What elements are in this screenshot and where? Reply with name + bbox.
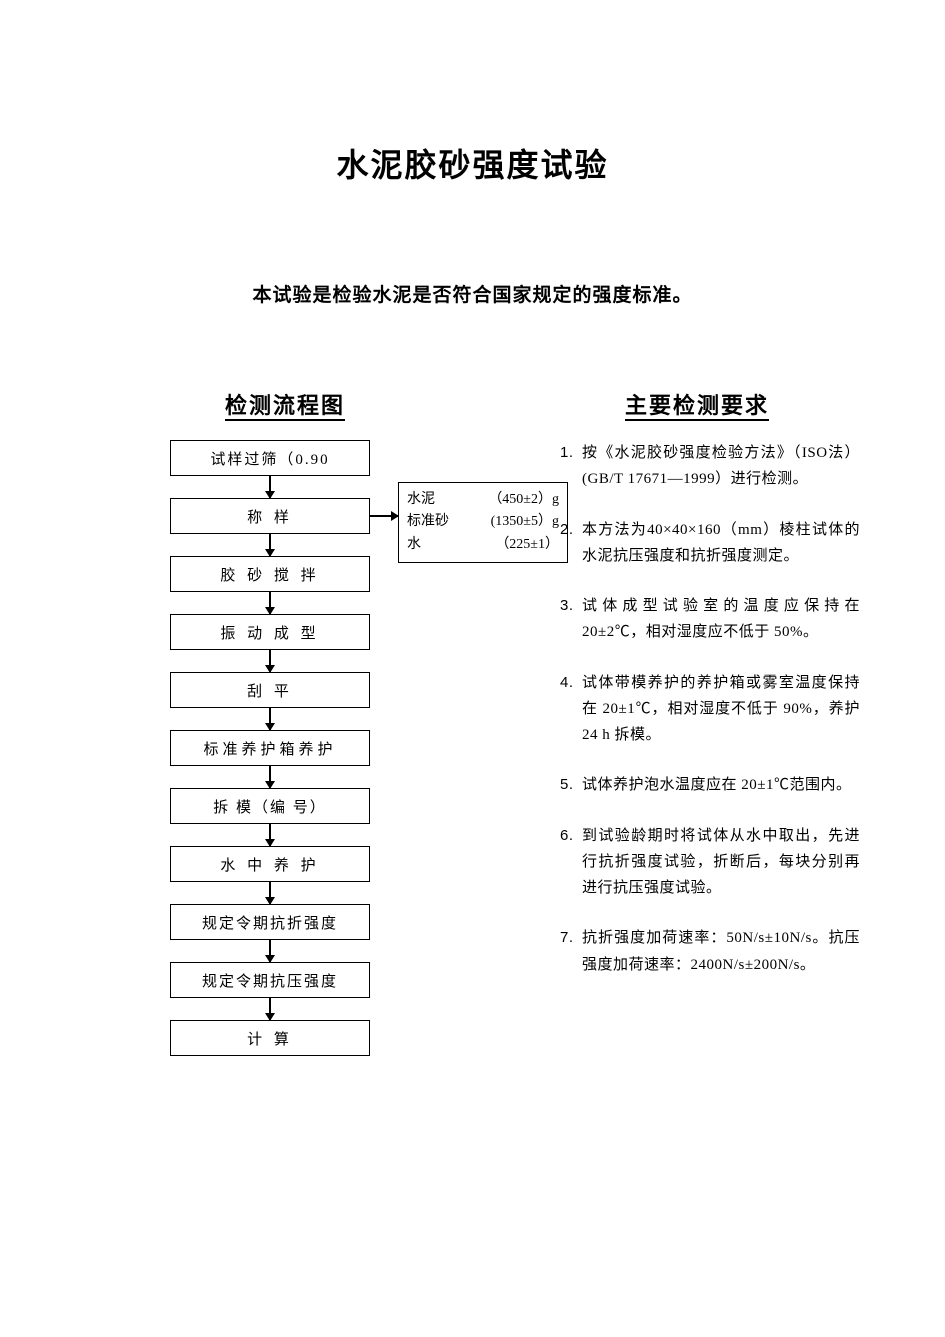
requirement-item: 7.抗折强度加荷速率：50N/s±10N/s。抗压强度加荷速率：2400N/s±… [560,925,860,978]
flow-arrow [269,766,271,788]
flow-arrow [269,592,271,614]
flow-arrow [269,882,271,904]
flow-node: 规定令期抗折强度 [170,904,370,940]
requirement-text: 试体养护泡水温度应在 20±1℃范围内。 [582,772,860,798]
flow-node: 计 算 [170,1020,370,1056]
section-heading-flowchart: 检测流程图 [225,388,345,420]
requirement-text: 到试验龄期时将试体从水中取出，先进行抗折强度试验，折断后，每块分别再进行抗压强度… [582,823,860,902]
flow-node: 标准养护箱养护 [170,730,370,766]
requirement-number: 6. [560,823,582,902]
requirement-item: 4.试体带模养护的养护箱或雾室温度保持在 20±1℃，相对湿度不低于 90%，养… [560,670,860,749]
flow-node: 振 动 成 型 [170,614,370,650]
flow-arrow [269,650,271,672]
requirement-number: 5. [560,772,582,798]
requirement-number: 2. [560,517,582,570]
flow-node: 拆 模（编 号） [170,788,370,824]
requirement-item: 1.按《水泥胶砂强度检验方法》（ISO法）(GB/T 17671—1999）进行… [560,440,860,493]
side-box-value: （225±1） [495,534,559,556]
side-box-label: 标准砂 [407,511,449,533]
requirement-number: 3. [560,593,582,646]
flow-arrow [269,824,271,846]
flow-side-box: 水泥 （450±2）g 标准砂 (1350±5）g 水 （225±1） [398,482,568,563]
section-heading-requirements: 主要检测要求 [625,388,769,420]
requirement-text: 试体带模养护的养护箱或雾室温度保持在 20±1℃，相对湿度不低于 90%，养护 … [582,670,860,749]
requirement-item: 6.到试验龄期时将试体从水中取出，先进行抗折强度试验，折断后，每块分别再进行抗压… [560,823,860,902]
flow-node: 水 中 养 护 [170,846,370,882]
flow-arrow [269,534,271,556]
flow-arrow [269,476,271,498]
requirement-number: 7. [560,925,582,978]
side-box-line: 水泥 （450±2）g [407,489,559,511]
side-box-value: (1350±5）g [491,511,559,533]
side-box-line: 标准砂 (1350±5）g [407,511,559,533]
page-title: 水泥胶砂强度试验 [0,140,945,186]
requirement-text: 按《水泥胶砂强度检验方法》（ISO法）(GB/T 17671—1999）进行检测… [582,440,860,493]
page-subtitle: 本试验是检验水泥是否符合国家规定的强度标准。 [0,280,945,307]
requirement-number: 4. [560,670,582,749]
flow-node: 刮 平 [170,672,370,708]
requirements-list: 1.按《水泥胶砂强度检验方法》（ISO法）(GB/T 17671—1999）进行… [560,440,860,1002]
requirement-text: 本方法为40×40×160（mm）棱柱试体的水泥抗压强度和抗折强度测定。 [582,517,860,570]
requirement-number: 1. [560,440,582,493]
flow-node: 胶 砂 搅 拌 [170,556,370,592]
requirement-text: 试体成型试验室的温度应保持在 20±2℃，相对湿度应不低于 50%。 [582,593,860,646]
side-box-label: 水泥 [407,489,435,511]
requirement-item: 2.本方法为40×40×160（mm）棱柱试体的水泥抗压强度和抗折强度测定。 [560,517,860,570]
flow-arrow [269,708,271,730]
flow-arrow [269,998,271,1020]
flow-side-arrow [370,515,398,517]
flow-arrow [269,940,271,962]
requirement-item: 5.试体养护泡水温度应在 20±1℃范围内。 [560,772,860,798]
flow-node: 规定令期抗压强度 [170,962,370,998]
side-box-label: 水 [407,534,421,556]
side-box-value: （450±2）g [488,489,559,511]
requirement-item: 3.试体成型试验室的温度应保持在 20±2℃，相对湿度应不低于 50%。 [560,593,860,646]
flow-node: 称 样 [170,498,370,534]
flow-node: 试样过筛（0.90 [170,440,370,476]
side-box-line: 水 （225±1） [407,534,559,556]
requirement-text: 抗折强度加荷速率：50N/s±10N/s。抗压强度加荷速率：2400N/s±20… [582,925,860,978]
